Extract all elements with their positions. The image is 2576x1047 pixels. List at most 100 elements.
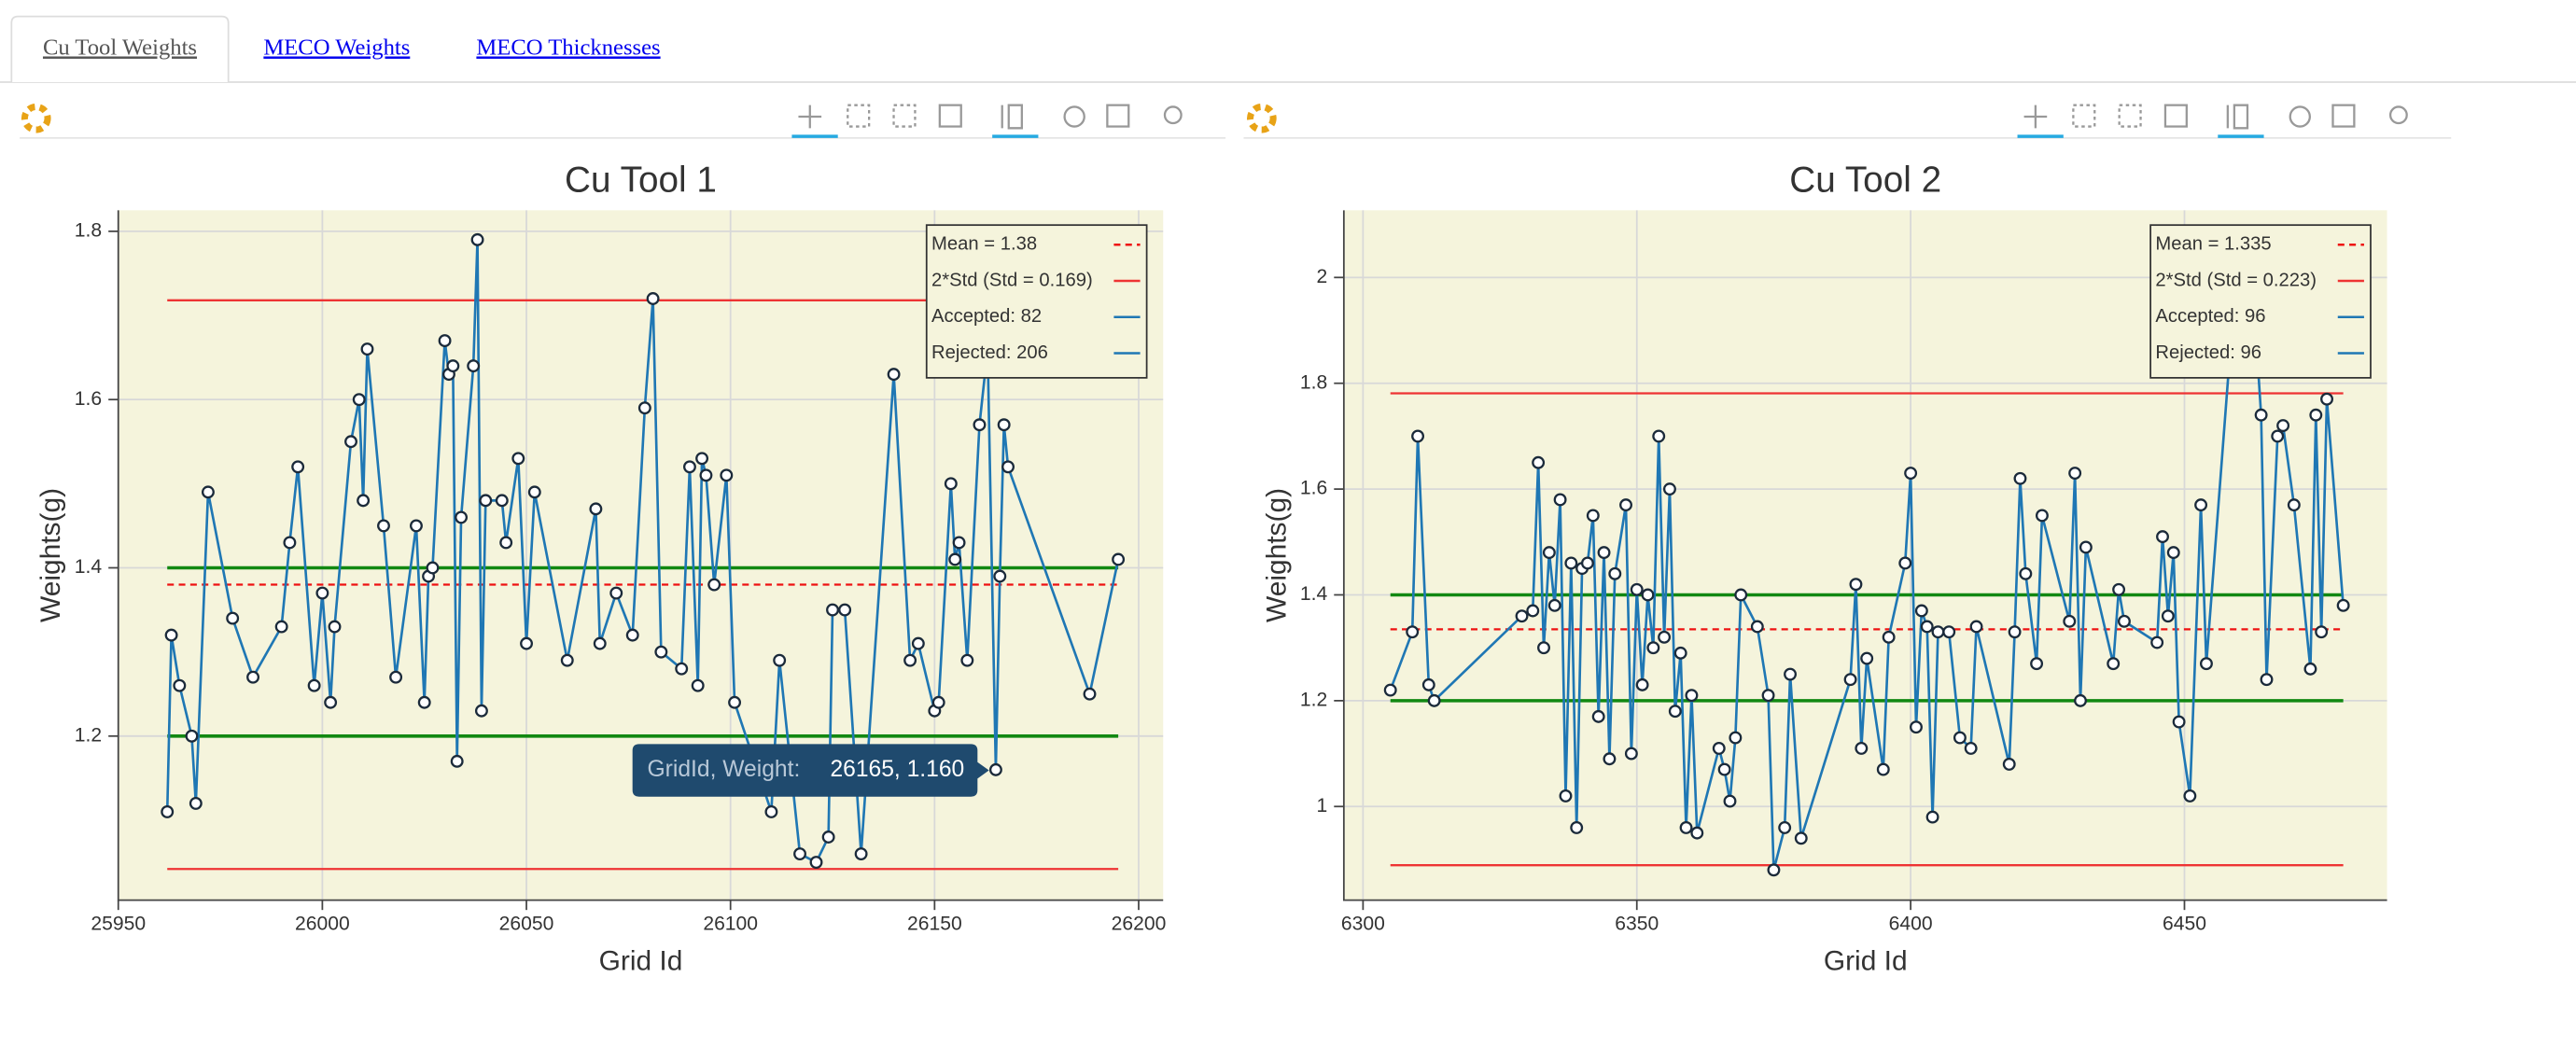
data-point <box>291 460 305 474</box>
data-point <box>1668 705 1682 719</box>
data-point <box>2112 582 2126 596</box>
data-point <box>1767 863 1781 877</box>
data-point <box>2008 625 2022 639</box>
x-tick-label: 6350 <box>1615 914 1659 935</box>
data-point <box>2013 471 2027 485</box>
data-point <box>2303 662 2317 676</box>
data-point <box>675 662 689 676</box>
data-point <box>164 628 178 642</box>
y-tick-label: 1.2 <box>1300 689 1327 710</box>
data-point <box>185 729 199 743</box>
data-point <box>344 435 357 449</box>
tab[interactable]: MECO Weights <box>263 35 410 60</box>
data-point <box>474 704 488 718</box>
x-tick-label: 26000 <box>295 914 350 935</box>
data-point <box>1597 546 1611 560</box>
data-point <box>2019 566 2033 580</box>
data-point <box>838 603 852 617</box>
reset-tool[interactable] <box>2289 105 2311 128</box>
data-point <box>2035 509 2049 523</box>
box-zoom-tool[interactable] <box>847 104 871 128</box>
data-point <box>1630 582 1644 596</box>
chart: Cu Tool 1 Grid Id Weights(g) 25950 26000 2605… <box>35 161 1166 977</box>
save-tool[interactable] <box>2331 104 2356 128</box>
data-point <box>1904 467 1918 481</box>
data-point <box>1925 810 1939 824</box>
data-point <box>1564 556 1578 570</box>
x-tick-label: 25950 <box>91 914 146 935</box>
zoom-tool[interactable] <box>938 104 962 128</box>
data-point <box>1712 741 1726 755</box>
x-axis-label: Grid Id <box>599 945 683 976</box>
data-point <box>2320 392 2333 406</box>
hover-tool[interactable] <box>2388 105 2408 125</box>
zoom-tool[interactable] <box>2163 104 2188 128</box>
data-point <box>2068 467 2082 481</box>
data-point <box>654 645 668 659</box>
select-tool[interactable] <box>2118 104 2142 128</box>
data-point <box>993 569 1007 583</box>
data-point <box>189 796 203 810</box>
pan-tool[interactable] <box>798 105 822 129</box>
data-point <box>1685 689 1699 703</box>
data-point <box>450 754 464 768</box>
data-point <box>1849 578 1863 592</box>
pan-tool[interactable] <box>2023 105 2048 129</box>
data-point <box>201 485 215 499</box>
data-point <box>593 636 607 650</box>
data-point <box>2107 657 2121 671</box>
data-point <box>589 502 603 516</box>
data-point <box>360 342 374 356</box>
select-tool[interactable] <box>892 104 917 128</box>
y-axis-label: Weights(g) <box>35 488 66 622</box>
wheel-zoom-tool[interactable] <box>1001 104 1023 130</box>
data-point <box>410 519 423 533</box>
reset-tool[interactable] <box>1063 105 1085 128</box>
legend-label: 2*Std (Std = 0.169) <box>931 270 1093 290</box>
legend-label: 2*Std (Std = 0.223) <box>2155 270 2317 290</box>
save-tool[interactable] <box>1106 104 1130 128</box>
legend-label: Accepted: 82 <box>931 306 1042 327</box>
legend-label: Accepted: 96 <box>2155 306 2265 327</box>
data-point <box>699 468 713 482</box>
data-point <box>2254 408 2268 422</box>
tab[interactable]: MECO Thicknesses <box>476 35 660 60</box>
legend-label: Mean = 1.335 <box>2155 234 2271 255</box>
data-point <box>283 536 297 550</box>
data-point <box>1860 651 1874 665</box>
data-point <box>948 552 962 566</box>
active-tab-box <box>10 15 230 83</box>
axes <box>1342 210 2387 901</box>
data-point <box>646 292 660 305</box>
x-tick-label: 26050 <box>499 914 554 935</box>
tooltip-box <box>632 744 989 797</box>
box-zoom-tool[interactable] <box>2072 104 2096 128</box>
data-point <box>161 804 175 818</box>
data-point <box>352 393 366 407</box>
hover-tool[interactable] <box>1163 105 1183 125</box>
wheel-zoom-tool[interactable] <box>2226 104 2249 130</box>
data-line <box>165 239 1120 864</box>
data-point <box>499 536 513 550</box>
legend-label: Mean = 1.38 <box>931 234 1037 255</box>
data-point <box>226 611 240 625</box>
data-point <box>173 678 187 692</box>
data-point <box>357 494 371 508</box>
chart-title: Cu Tool 1 <box>565 161 717 201</box>
data-point <box>1931 625 1945 639</box>
data-point <box>1421 677 1435 691</box>
data-point <box>1855 741 1869 755</box>
data-point <box>931 695 945 709</box>
data-point <box>417 695 431 709</box>
data-point <box>773 653 787 667</box>
data-point <box>960 653 974 667</box>
data-point <box>2260 673 2274 687</box>
tab[interactable]: Cu Tool Weights <box>43 35 197 60</box>
data-point <box>2002 757 2016 771</box>
data-point <box>988 762 1002 776</box>
y-tick-label: 1.6 <box>1300 478 1327 499</box>
data-point <box>1914 604 1928 618</box>
logo <box>1246 103 1277 133</box>
data-point <box>467 359 481 373</box>
data-point <box>1646 641 1660 655</box>
